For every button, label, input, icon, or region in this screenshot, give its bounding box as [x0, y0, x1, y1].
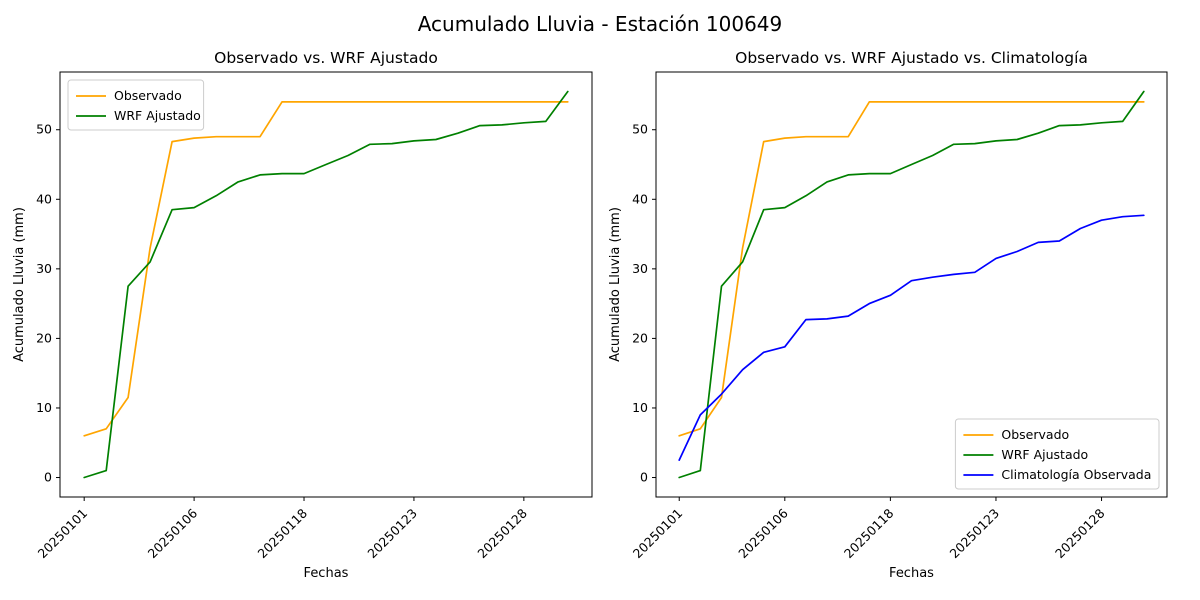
figure-title: Acumulado Lluvia - Estación 100649 — [417, 12, 783, 36]
legend-box — [954, 418, 1160, 490]
y-tick-label: 20 — [36, 330, 52, 345]
x-axis-label: Fechas — [889, 566, 934, 581]
x-tick-label: 20250118 — [255, 505, 311, 561]
right-chart: 0 10 20 30 40 50 20250101 20250106 20250118 20250… — [608, 49, 1168, 581]
x-tick-label: 20250101 — [35, 506, 91, 562]
series-line-wrf-ajustado — [83, 90, 569, 479]
x-tick-label: 20250118 — [841, 505, 897, 561]
y-axis-label: Acumulado Lluvia (mm) — [608, 207, 623, 362]
x-tick-label: 20250128 — [1052, 505, 1108, 561]
y-tick-label: 50 — [632, 122, 648, 137]
y-tick-label: 50 — [36, 122, 52, 137]
series-line-wrf-ajustado — [678, 90, 1145, 479]
x-tick-label: 20250123 — [946, 506, 1002, 562]
y-axis-label: Acumulado Lluvia (mm) — [12, 207, 27, 362]
x-tick-label: 20250123 — [364, 506, 420, 562]
series-line-observado — [83, 101, 569, 437]
y-tick-label: 40 — [632, 191, 648, 206]
x-tick-label: 20250128 — [474, 505, 530, 561]
y-tick-label: 0 — [640, 470, 648, 485]
chart-title: Observado vs. WRF Ajustado vs. Climatolo… — [735, 49, 1088, 67]
x-axis-label: Fechas — [304, 566, 349, 581]
series-line-observado — [678, 101, 1145, 437]
x-tick-label: 20250106 — [735, 505, 791, 561]
legend-box — [67, 79, 205, 131]
y-tick-label: 20 — [632, 330, 648, 345]
legend-label: WRF Ajustado — [1001, 447, 1088, 462]
chart-title: Observado vs. WRF Ajustado — [214, 49, 438, 67]
y-tick-label: 0 — [44, 470, 52, 485]
x-tick-label: 20250101 — [630, 506, 686, 562]
legend-label: WRF Ajustado — [114, 108, 201, 123]
y-tick-label: 10 — [36, 400, 52, 415]
plot-frame — [59, 71, 593, 498]
y-tick-label: 40 — [36, 191, 52, 206]
series-line-climatolog-a-observada — [678, 214, 1145, 461]
legend-label: Observado — [114, 88, 182, 103]
legend: Observado WRF Ajustado — [67, 79, 205, 131]
legend-label: Climatología Observada — [1001, 467, 1151, 482]
y-tick-label: 30 — [632, 261, 648, 276]
left-chart: 0 10 20 30 40 50 20250101 20250106 20250118 20250… — [12, 49, 593, 581]
legend-label: Observado — [1001, 427, 1069, 442]
y-tick-label: 30 — [36, 261, 52, 276]
y-tick-label: 10 — [632, 400, 648, 415]
legend: Observado WRF Ajustado Climatología Observ… — [954, 418, 1160, 490]
x-tick-label: 20250106 — [145, 505, 201, 561]
